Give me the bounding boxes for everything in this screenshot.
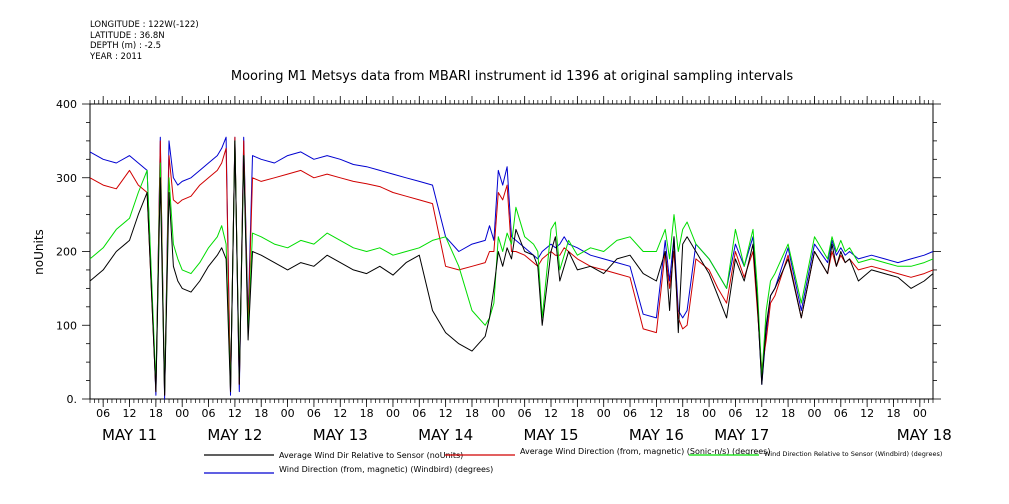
x-tick-label: 18: [360, 407, 374, 420]
series-line: [89, 140, 934, 396]
legend-label: Average Wind Direction (from, magnetic) …: [520, 447, 770, 456]
metadata-block: LONGITUDE : 122W(-122) LATITUDE : 36.8N …: [90, 20, 199, 62]
x-tick-label: 18: [886, 407, 900, 420]
x-day-label: MAY 18: [897, 426, 952, 444]
x-tick-label: 06: [96, 407, 110, 420]
x-day-label: MAY 17: [714, 426, 769, 444]
year-label: YEAR : 2011: [90, 51, 143, 62]
x-tick-label: 06: [518, 407, 532, 420]
x-tick-label: 06: [202, 407, 216, 420]
x-tick-label: 12: [333, 407, 347, 420]
y-axis-label: noUnits: [32, 229, 46, 275]
x-day-label: MAY 13: [313, 426, 368, 444]
x-tick-label: 00: [175, 407, 189, 420]
x-tick-label: 12: [649, 407, 663, 420]
x-tick-label: 12: [755, 407, 769, 420]
x-tick-label: 06: [307, 407, 321, 420]
legend-label: Wind Direction (from, magnetic) (Windbir…: [279, 465, 493, 474]
x-day-label: MAY 11: [102, 426, 157, 444]
x-day-label: MAY 16: [629, 426, 684, 444]
x-tick-label: 12: [228, 407, 242, 420]
plot-area: 06 12 18 00 06 12 18 00 06 12 18 00 06 12 18 00 06 12 18 00…: [56, 96, 952, 444]
x-tick-label: 00: [491, 407, 505, 420]
x-tick-label: 18: [570, 407, 584, 420]
legend-label: Average Wind Dir Relative to Sensor (noU…: [279, 451, 463, 460]
x-day-label: MAY 15: [523, 426, 578, 444]
x-tick-label: 18: [676, 407, 690, 420]
series-line: [89, 136, 934, 400]
x-tick-label: 00: [913, 407, 927, 420]
legend-label: Wind Direction Relative to Sensor (Windb…: [764, 450, 942, 458]
x-day-label: MAY 14: [418, 426, 473, 444]
depth-label: DEPTH (m) : -2.5: [90, 41, 162, 51]
x-tick-label: 12: [123, 407, 137, 420]
x-tick-label: 06: [834, 407, 848, 420]
series-line: [89, 136, 934, 396]
y-tick-label: 300: [56, 172, 77, 185]
x-tick-label: 00: [807, 407, 821, 420]
x-tick-label: 06: [623, 407, 637, 420]
latitude-label: LATITUDE : 36.8N: [90, 30, 165, 41]
x-tick-label: 00: [386, 407, 400, 420]
x-tick-label: 00: [281, 407, 295, 420]
legend: Average Wind Dir Relative to Sensor (noU…: [204, 447, 942, 474]
x-tick-label: 06: [412, 407, 426, 420]
x-tick-label: 12: [544, 407, 558, 420]
x-tick-label: 00: [597, 407, 611, 420]
x-tick-label: 00: [702, 407, 716, 420]
series-line: [89, 140, 934, 393]
chart-title: Mooring M1 Metsys data from MBARI instru…: [231, 69, 793, 84]
longitude-label: LONGITUDE : 122W(-122): [90, 20, 199, 30]
y-tick-label: 200: [56, 246, 77, 259]
y-tick-label: 400: [56, 98, 77, 111]
x-tick-label: 18: [254, 407, 268, 420]
x-tick-label: 18: [781, 407, 795, 420]
y-tick-label: 0.: [67, 393, 78, 406]
y-tick-label: 100: [56, 319, 77, 332]
x-tick-label: 06: [728, 407, 742, 420]
x-day-label: MAY 12: [207, 426, 262, 444]
x-tick-label: 18: [149, 407, 163, 420]
x-tick-label: 12: [439, 407, 453, 420]
x-tick-label: 18: [465, 407, 479, 420]
x-tick-label: 12: [860, 407, 874, 420]
